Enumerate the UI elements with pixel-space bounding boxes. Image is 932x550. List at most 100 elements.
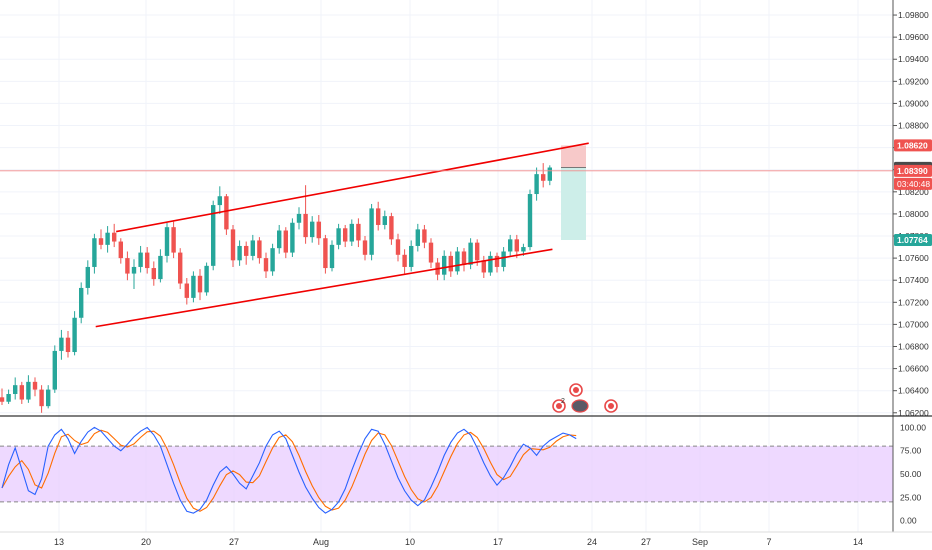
candle-body: [92, 238, 97, 267]
time-tick-label: 10: [405, 537, 415, 547]
candle-body: [323, 238, 328, 269]
candle: [263, 252, 269, 278]
candle-body: [72, 317, 77, 353]
time-axis[interactable]: 13 20 27 Aug 10 17 24 27 Sep 7 14: [54, 537, 863, 547]
candle-body: [79, 287, 84, 318]
stop-loss-zone[interactable]: [561, 145, 586, 168]
candle: [508, 234, 513, 256]
candle: [250, 234, 255, 261]
candle-body: [151, 268, 156, 280]
price-tick-label: 1.09200: [898, 76, 929, 86]
candle: [204, 262, 209, 296]
candle-body: [32, 381, 38, 390]
candle-body: [138, 252, 143, 267]
target-price-label-text: 1.07764: [897, 235, 928, 245]
candle: [514, 234, 519, 259]
candle-body: [244, 245, 249, 256]
stop-price-label-text: 1.08620: [897, 140, 928, 150]
candle: [303, 185, 308, 244]
candle: [211, 200, 216, 271]
take-profit-zone[interactable]: [561, 167, 586, 240]
candle: [382, 210, 387, 230]
candle: [428, 238, 434, 269]
candle-body: [382, 216, 387, 225]
candle: [547, 165, 552, 186]
candle-body: [494, 255, 500, 267]
price-tick-label: 1.07200: [898, 297, 929, 307]
candle: [85, 260, 90, 295]
event-cluster-icon[interactable]: [571, 399, 589, 413]
candle-body: [191, 275, 196, 298]
candle: [461, 248, 467, 272]
candle: [158, 249, 163, 283]
candle-body: [336, 228, 341, 245]
resistance-price-label-bg: [894, 164, 932, 177]
candle-body: [112, 232, 117, 242]
candle-body: [547, 167, 552, 181]
time-tick-label: 17: [493, 537, 503, 547]
price-tick-label: 1.08200: [898, 187, 929, 197]
resistance-price-label-text: 1.08390: [897, 166, 928, 176]
position-tool[interactable]: [561, 145, 586, 240]
candle-body: [26, 381, 31, 400]
price-tick-label: 1.06200: [898, 408, 929, 418]
resistance-price-label: 1.08390 03:40:48: [894, 164, 932, 190]
event-marker-high[interactable]: [569, 383, 583, 397]
candle: [468, 238, 473, 270]
candle: [105, 226, 110, 253]
economic-event-markers[interactable]: 2: [552, 383, 618, 413]
candle: [125, 251, 130, 281]
candle-body: [65, 337, 71, 353]
event-marker-group[interactable]: [552, 399, 566, 413]
candle: [72, 311, 77, 356]
price-tick-label: 1.06600: [898, 364, 929, 374]
time-tick-label: 20: [141, 537, 151, 547]
candle-body: [362, 240, 368, 255]
candle-body: [145, 252, 150, 269]
candle: [26, 375, 31, 403]
candle-body: [250, 240, 255, 256]
candle-body: [184, 283, 189, 298]
candle: [402, 249, 407, 274]
candlestick-series: [0, 163, 552, 413]
candle: [244, 241, 249, 265]
candle: [6, 389, 11, 404]
candle-body: [422, 229, 427, 243]
price-tick-label: 1.07000: [898, 319, 929, 329]
candle-body: [402, 254, 407, 267]
candle-body: [442, 255, 447, 275]
candle-body: [409, 245, 414, 267]
candle: [448, 251, 453, 277]
stoch-d-line: [1, 429, 577, 512]
candle-body: [527, 194, 533, 248]
candle-body: [217, 196, 222, 206]
candle: [145, 247, 150, 274]
countdown-label-text: 03:40:48: [897, 179, 930, 189]
candle: [32, 377, 38, 397]
channel-upper-line[interactable]: [116, 142, 589, 233]
candle-body: [514, 239, 519, 252]
candle: [310, 216, 315, 243]
candle: [46, 385, 51, 409]
candle-body: [481, 260, 486, 273]
candle: [343, 224, 348, 248]
candle-body: [277, 230, 282, 249]
candle-body: [131, 266, 137, 274]
channel-lower-line[interactable]: [95, 248, 553, 328]
candle: [270, 243, 275, 276]
candle: [389, 212, 394, 245]
candle-body: [521, 247, 526, 252]
target-price-label: 1.07764: [894, 233, 932, 246]
candle-body: [197, 275, 203, 293]
candle: [112, 223, 117, 248]
stochastic-oscillator-pane[interactable]: [0, 426, 893, 514]
candle-body: [211, 205, 216, 266]
candle-body: [290, 222, 295, 253]
event-marker-high-dot: [573, 387, 579, 393]
oscillator-axis[interactable]: 100.00 75.00 50.00 25.00 0.00: [900, 422, 926, 525]
price-tick-label: 1.06800: [898, 342, 929, 352]
candle: [197, 269, 203, 301]
trend-channel[interactable]: [95, 142, 589, 328]
event-marker-next[interactable]: [604, 399, 618, 413]
